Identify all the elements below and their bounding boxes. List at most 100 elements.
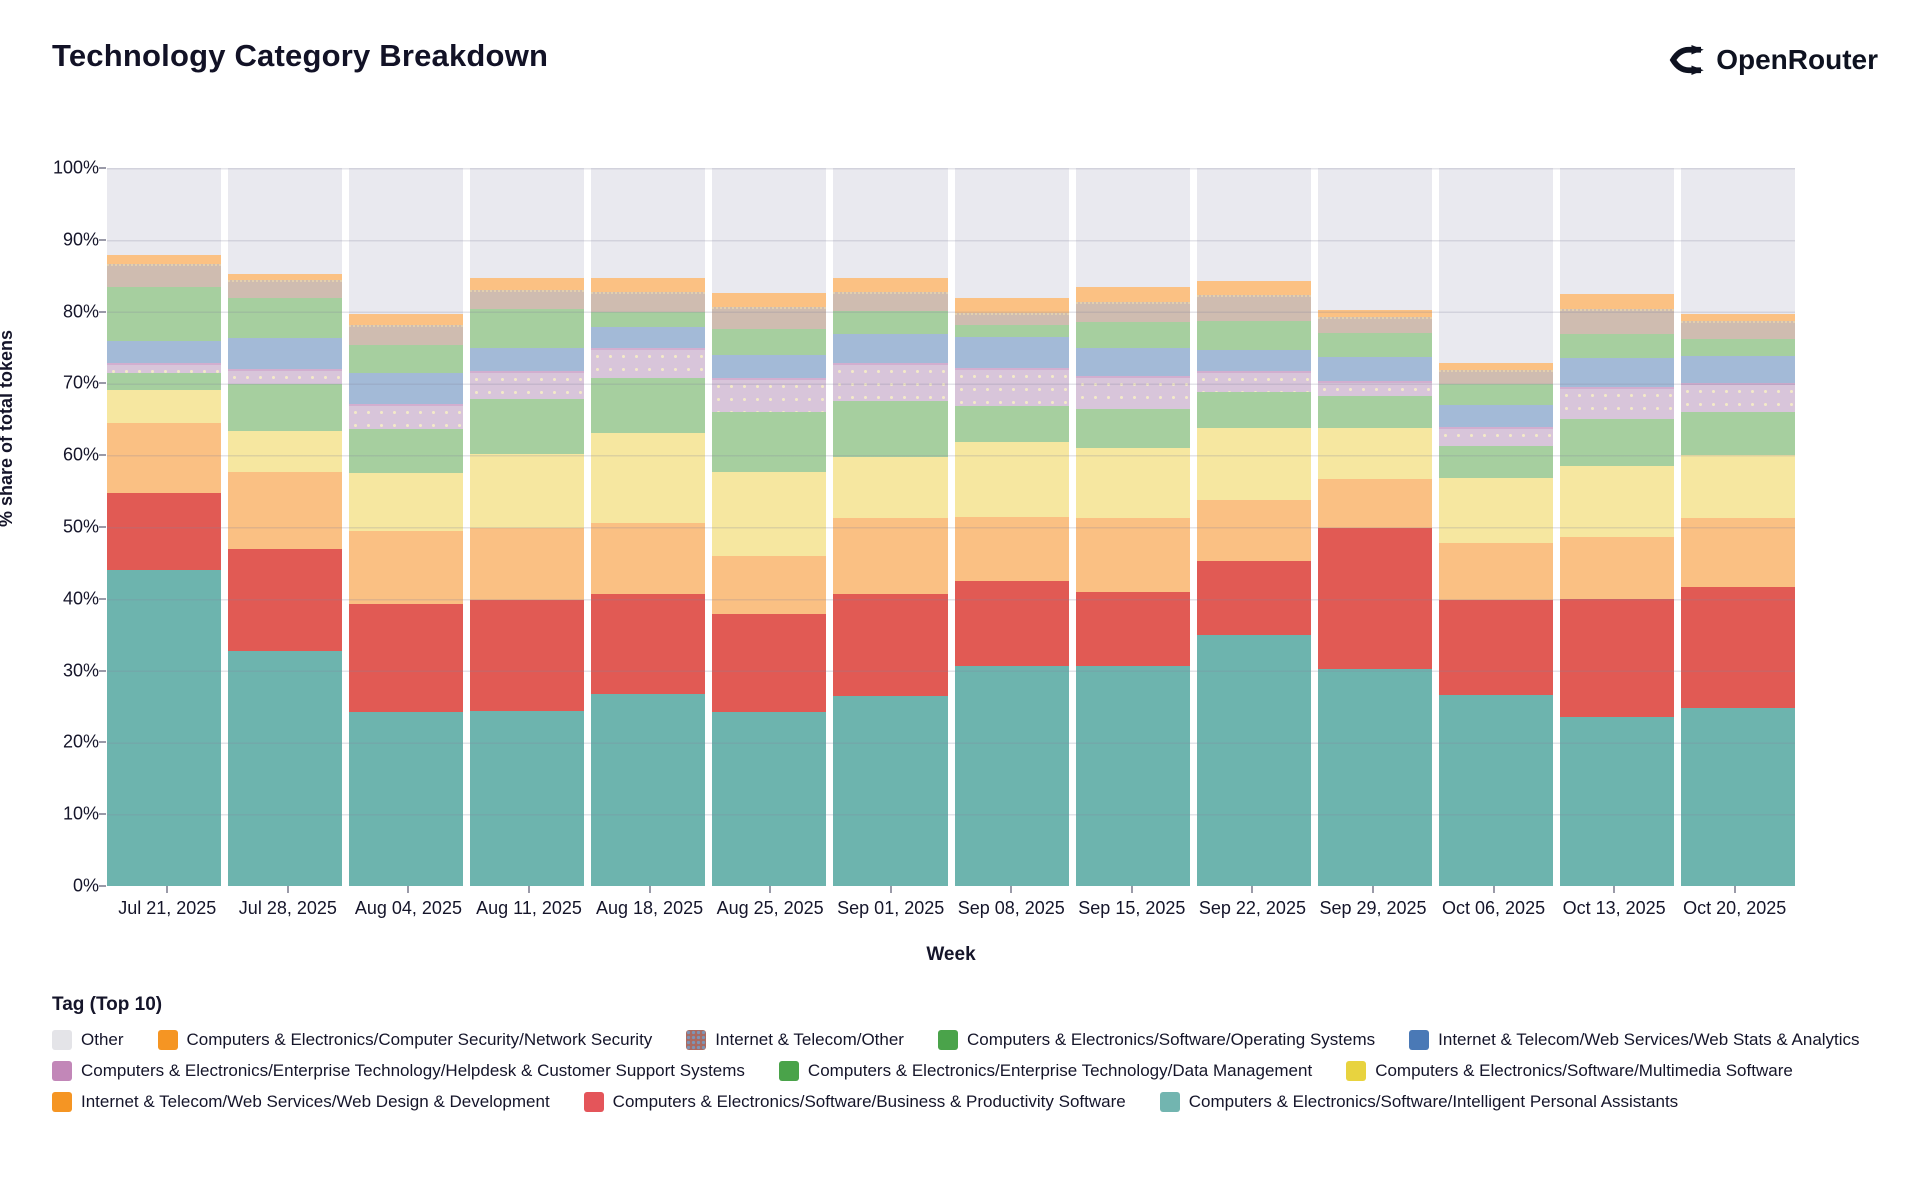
bar-segment-os[interactable] — [1438, 384, 1553, 405]
bar-segment-ito[interactable] — [833, 292, 948, 311]
bar-segment-bps[interactable] — [1196, 561, 1311, 635]
legend-item-mms[interactable]: Computers & Electronics/Software/Multime… — [1346, 1061, 1793, 1081]
bar-segment-wsa[interactable] — [712, 355, 827, 379]
bar-aug-11-2025[interactable] — [470, 168, 585, 886]
bar-segment-hcs[interactable] — [1681, 383, 1796, 413]
bar-oct-06-2025[interactable] — [1438, 168, 1553, 886]
bar-segment-dm[interactable] — [591, 378, 706, 433]
bar-segment-ns[interactable] — [1075, 287, 1190, 302]
bar-segment-mms[interactable] — [1681, 455, 1796, 519]
bar-segment-bps[interactable] — [1681, 586, 1796, 708]
bar-segment-bps[interactable] — [712, 613, 827, 712]
bar-segment-wsa[interactable] — [1681, 356, 1796, 384]
bar-segment-ns[interactable] — [1438, 362, 1553, 370]
bar-segment-ito[interactable] — [107, 263, 222, 288]
bar-segment-ito[interactable] — [1075, 301, 1190, 323]
bar-sep-08-2025[interactable] — [954, 168, 1069, 886]
bar-segment-bps[interactable] — [1438, 600, 1553, 696]
bar-segment-ipa[interactable] — [1075, 665, 1190, 886]
bar-segment-ns[interactable] — [1196, 280, 1311, 296]
bar-segment-wsa[interactable] — [107, 341, 222, 363]
bar-segment-wsa[interactable] — [1438, 405, 1553, 427]
bar-segment-ipa[interactable] — [1559, 716, 1675, 886]
bar-segment-hcs[interactable] — [712, 378, 827, 413]
bar-segment-ipa[interactable] — [107, 570, 222, 886]
bar-segment-os[interactable] — [107, 287, 222, 342]
bar-segment-wdd[interactable] — [470, 528, 585, 601]
bar-segment-wsa[interactable] — [954, 336, 1069, 369]
bar-oct-20-2025[interactable] — [1681, 168, 1796, 886]
bar-segment-os[interactable] — [1559, 333, 1675, 359]
bar-segment-other[interactable] — [954, 168, 1069, 299]
legend-item-wdd[interactable]: Internet & Telecom/Web Services/Web Desi… — [52, 1092, 550, 1112]
bar-segment-mms[interactable] — [1559, 466, 1675, 538]
bar-segment-bps[interactable] — [1559, 598, 1675, 717]
bar-segment-wsa[interactable] — [1317, 356, 1432, 381]
bar-segment-other[interactable] — [1317, 168, 1432, 310]
bar-segment-wsa[interactable] — [228, 337, 343, 370]
bar-segment-wsa[interactable] — [591, 327, 706, 349]
bar-segment-wsa[interactable] — [349, 373, 464, 405]
bar-segment-other[interactable] — [107, 168, 222, 255]
bar-segment-dm[interactable] — [107, 373, 222, 390]
bar-segment-wdd[interactable] — [349, 530, 464, 604]
bar-segment-bps[interactable] — [1317, 528, 1432, 670]
bar-segment-ns[interactable] — [1681, 313, 1796, 321]
bar-segment-wsa[interactable] — [1559, 358, 1675, 388]
bar-segment-ipa[interactable] — [228, 650, 343, 886]
legend-item-dm[interactable]: Computers & Electronics/Enterprise Techn… — [778, 1061, 1312, 1081]
bar-segment-ito[interactable] — [591, 292, 706, 312]
bar-segment-bps[interactable] — [107, 493, 222, 571]
bar-segment-ipa[interactable] — [1196, 634, 1311, 886]
bar-segment-mms[interactable] — [228, 430, 343, 473]
bar-segment-ito[interactable] — [1559, 308, 1675, 334]
bar-segment-other[interactable] — [1196, 168, 1311, 281]
legend-item-ns[interactable]: Computers & Electronics/Computer Securit… — [157, 1030, 652, 1050]
bar-segment-dm[interactable] — [1681, 412, 1796, 456]
bar-segment-wdd[interactable] — [1559, 537, 1675, 599]
bar-segment-other[interactable] — [712, 168, 827, 293]
bar-segment-other[interactable] — [1559, 168, 1675, 295]
bar-segment-os[interactable] — [349, 344, 464, 374]
bar-segment-ns[interactable] — [1317, 309, 1432, 317]
bar-segment-wdd[interactable] — [107, 422, 222, 494]
bar-oct-13-2025[interactable] — [1559, 168, 1675, 886]
legend-item-os[interactable]: Computers & Electronics/Software/Operati… — [937, 1030, 1375, 1050]
bar-segment-ito[interactable] — [712, 306, 827, 329]
bar-segment-bps[interactable] — [228, 548, 343, 651]
bar-segment-other[interactable] — [1438, 168, 1553, 363]
bar-segment-ipa[interactable] — [470, 710, 585, 886]
bar-segment-dm[interactable] — [228, 384, 343, 431]
bar-jul-21-2025[interactable] — [107, 168, 222, 886]
bar-segment-ipa[interactable] — [712, 711, 827, 886]
bar-segment-os[interactable] — [470, 309, 585, 349]
bar-sep-01-2025[interactable] — [833, 168, 948, 886]
bar-segment-ipa[interactable] — [1438, 695, 1553, 886]
bar-segment-bps[interactable] — [1075, 592, 1190, 666]
bar-segment-mms[interactable] — [349, 473, 464, 531]
bar-segment-hcs[interactable] — [1196, 371, 1311, 393]
bar-segment-bps[interactable] — [954, 580, 1069, 666]
bar-segment-other[interactable] — [1075, 168, 1190, 288]
bar-segment-wsa[interactable] — [1196, 349, 1311, 372]
bar-segment-wdd[interactable] — [228, 472, 343, 549]
bar-segment-mms[interactable] — [1317, 427, 1432, 479]
bar-segment-ns[interactable] — [833, 277, 948, 293]
bar-segment-mms[interactable] — [107, 389, 222, 423]
bar-segment-other[interactable] — [591, 168, 706, 278]
bar-segment-other[interactable] — [833, 168, 948, 278]
bar-segment-ito[interactable] — [1317, 316, 1432, 334]
bar-segment-other[interactable] — [1681, 168, 1796, 314]
bar-segment-ito[interactable] — [1196, 295, 1311, 321]
bar-segment-wsa[interactable] — [1075, 347, 1190, 377]
bar-segment-mms[interactable] — [954, 441, 1069, 517]
bar-segment-bps[interactable] — [470, 600, 585, 711]
bar-segment-ito[interactable] — [470, 290, 585, 310]
bar-segment-ipa[interactable] — [591, 694, 706, 886]
bar-segment-os[interactable] — [228, 298, 343, 338]
legend-item-ito[interactable]: Internet & Telecom/Other — [686, 1030, 904, 1050]
bar-segment-ito[interactable] — [228, 280, 343, 299]
bar-segment-hcs[interactable] — [833, 362, 948, 402]
bar-segment-ns[interactable] — [349, 313, 464, 326]
bar-segment-dm[interactable] — [1075, 408, 1190, 449]
